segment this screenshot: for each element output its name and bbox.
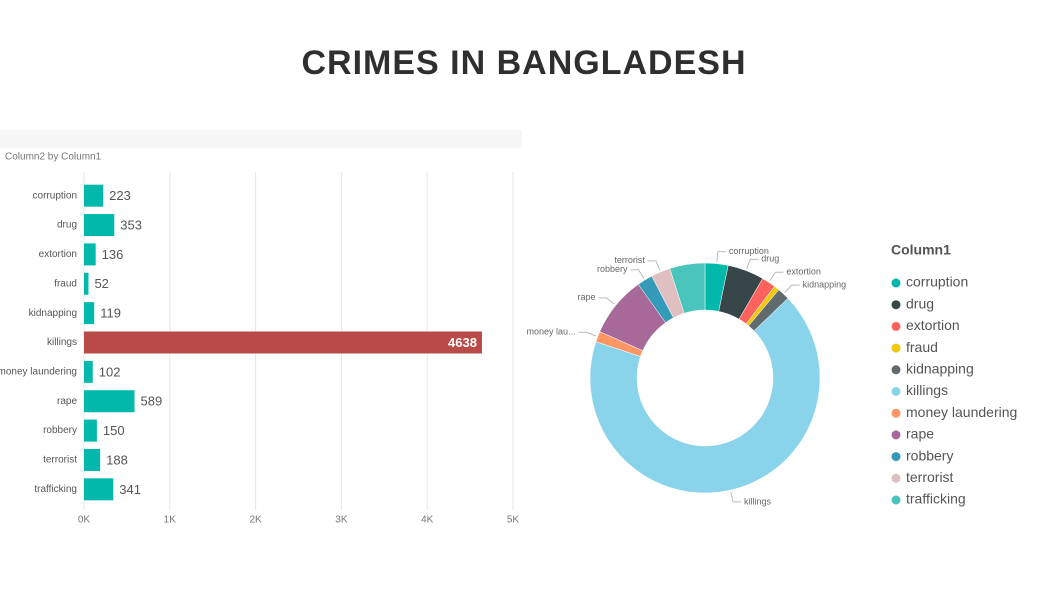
x-tick-label: 5K — [507, 515, 520, 526]
chart-title: Column2 by Column1 — [5, 152, 102, 163]
slice-label: drug — [761, 254, 779, 264]
y-tick-label: killings — [47, 337, 77, 348]
value-label: 341 — [119, 482, 141, 497]
legend-title: Column1 — [891, 242, 951, 258]
value-label: 589 — [141, 394, 163, 409]
slice-label: killings — [744, 496, 772, 506]
leader-line — [647, 260, 661, 271]
value-label: 136 — [102, 247, 124, 262]
bar — [84, 184, 104, 207]
legend-marker — [891, 365, 901, 375]
bar — [84, 243, 96, 266]
x-tick-label: 1K — [164, 515, 177, 526]
x-tick-label: 3K — [335, 515, 348, 526]
legend-label: fraud — [906, 339, 938, 355]
y-tick-label: fraud — [54, 278, 77, 289]
y-tick-label: robbery — [43, 425, 77, 436]
y-tick-label: extortion — [39, 249, 77, 260]
page-title: CRIMES IN BANGLADESH — [301, 44, 746, 82]
slice-label: extortion — [786, 267, 821, 277]
y-tick-label: money laundering — [0, 367, 77, 378]
slice-label: rape — [577, 292, 595, 302]
value-label: 119 — [100, 306, 121, 321]
bar — [84, 331, 482, 354]
legend-label: kidnapping — [906, 361, 974, 377]
legend-marker — [891, 495, 901, 505]
donut-slice — [669, 262, 706, 314]
slice-label: money lau... — [526, 327, 575, 337]
legend-marker — [891, 343, 901, 353]
value-label: 353 — [120, 217, 142, 232]
legend-label: corruption — [906, 274, 968, 290]
bar — [84, 214, 115, 237]
legend-marker — [891, 278, 901, 288]
value-label: 102 — [99, 364, 121, 379]
legend-label: money laundering — [906, 404, 1017, 420]
bar — [84, 478, 114, 501]
value-label: 150 — [103, 423, 125, 438]
legend-label: trafficking — [906, 491, 966, 507]
legend-marker — [891, 321, 901, 331]
legend-marker — [891, 452, 901, 462]
legend-label: killings — [906, 382, 948, 398]
leader-line — [746, 258, 759, 269]
value-label: 188 — [106, 452, 128, 467]
value-label: 4638 — [448, 335, 477, 350]
y-tick-label: rape — [57, 396, 77, 407]
legend-marker — [891, 473, 901, 483]
leader-line — [598, 297, 615, 305]
legend-marker — [891, 430, 901, 440]
leader-line — [630, 269, 645, 279]
bar — [84, 448, 101, 471]
legend-marker — [891, 408, 901, 418]
x-tick-label: 2K — [249, 515, 262, 526]
legend-label: rape — [906, 426, 934, 442]
legend-marker — [891, 300, 901, 310]
leader-line — [769, 271, 784, 281]
leader-line — [784, 284, 800, 293]
legend-label: drug — [906, 295, 934, 311]
x-tick-label: 4K — [421, 515, 434, 526]
y-tick-label: terrorist — [43, 455, 77, 466]
slice-label: kidnapping — [803, 280, 847, 290]
y-tick-label: kidnapping — [29, 308, 77, 319]
x-tick-label: 0K — [78, 515, 91, 526]
header-strip — [0, 130, 522, 148]
value-label: 52 — [94, 276, 108, 291]
y-tick-label: corruption — [33, 190, 77, 201]
y-tick-label: trafficking — [34, 484, 77, 495]
legend-marker — [891, 387, 901, 396]
slice-label: corruption — [729, 246, 769, 256]
leader-line — [578, 331, 597, 337]
y-tick-label: drug — [57, 220, 77, 231]
bar — [84, 419, 97, 442]
bar — [84, 360, 93, 383]
donut-slice — [589, 297, 821, 494]
slice-label: robbery — [597, 264, 628, 274]
slice-label: terrorist — [614, 255, 645, 265]
legend-label: terrorist — [906, 469, 954, 485]
bar — [84, 390, 135, 413]
legend-label: extortion — [906, 317, 960, 333]
leader-line — [716, 251, 726, 262]
value-label: 223 — [109, 188, 131, 203]
legend-label: robbery — [906, 447, 953, 463]
leader-line — [730, 492, 741, 503]
bar — [84, 302, 95, 325]
bar — [84, 272, 89, 295]
